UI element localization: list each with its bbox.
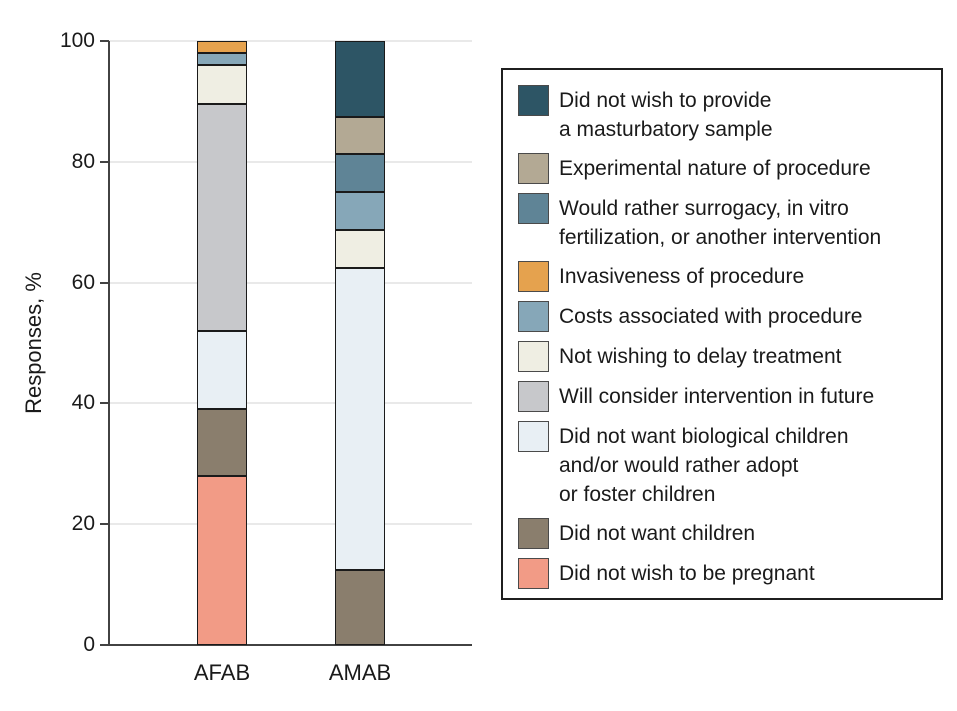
legend-label: Costs associated with procedure — [559, 305, 863, 328]
legend-swatch — [518, 558, 549, 589]
stacked-bar-amab — [335, 41, 385, 645]
legend-item: Did not wish to provide a masturbatory s… — [518, 85, 933, 144]
y-tick-20 — [100, 523, 109, 526]
legend-label: Did not want children — [559, 522, 756, 545]
legend-item: Did not want children — [518, 518, 933, 549]
legend-item: Would rather surrogacy, in vitro fertili… — [518, 193, 933, 252]
gridline-60 — [109, 281, 472, 284]
bar-segment — [335, 192, 385, 230]
bar-segment — [197, 41, 247, 54]
y-tick-40 — [100, 402, 109, 405]
y-tick-label-0: 0 — [83, 633, 95, 656]
legend-box: Did not wish to provide a masturbatory s… — [501, 68, 943, 600]
legend-swatch — [518, 193, 549, 224]
legend-swatch — [518, 301, 549, 332]
legend-label: Did not want biological children and/or … — [559, 425, 849, 506]
legend-label: Invasiveness of procedure — [559, 265, 805, 288]
y-tick-label-40: 40 — [71, 391, 95, 415]
legend-swatch — [518, 381, 549, 412]
legend-label: Will consider intervention in future — [559, 385, 875, 408]
y-axis-line — [108, 41, 110, 645]
bar-segment — [335, 229, 385, 268]
y-tick-label-80: 80 — [71, 149, 95, 173]
bar-segment — [197, 330, 247, 410]
legend-item: Invasiveness of procedure — [518, 261, 933, 292]
legend-label: Experimental nature of procedure — [559, 157, 871, 180]
y-tick-label-20: 20 — [71, 512, 95, 536]
bar-segment — [335, 154, 385, 192]
x-category-label-afab: AFAB — [193, 660, 251, 685]
x-category-label-amab: AMAB — [328, 660, 392, 685]
legend-item: Will consider intervention in future — [518, 381, 933, 412]
legend-item: Costs associated with procedure — [518, 301, 933, 332]
legend-swatch — [518, 153, 549, 184]
bar-segment — [335, 41, 385, 117]
y-tick-60 — [100, 281, 109, 284]
bar-segment — [335, 267, 385, 570]
bar-segment — [197, 53, 247, 66]
legend-label: Would rather surrogacy, in vitro fertili… — [559, 197, 882, 249]
y-tick-label-60: 60 — [71, 270, 95, 294]
bar-segment — [335, 569, 385, 645]
bar-segment — [335, 116, 385, 155]
bar-segment — [197, 104, 247, 331]
legend-item: Experimental nature of procedure — [518, 153, 933, 184]
x-axis-line — [101, 644, 472, 646]
stacked-bar-afab — [197, 41, 247, 645]
bar-segment — [197, 409, 247, 476]
legend-swatch — [518, 85, 549, 116]
legend-swatch — [518, 421, 549, 452]
legend-swatch — [518, 518, 549, 549]
legend-swatch — [518, 261, 549, 292]
gridline-40 — [109, 402, 472, 405]
legend-swatch — [518, 341, 549, 372]
legend-item: Did not wish to be pregnant — [518, 558, 933, 589]
y-tick-80 — [100, 160, 109, 163]
gridline-20 — [109, 523, 472, 526]
legend-label: Did not wish to provide a masturbatory s… — [559, 89, 773, 141]
bar-segment — [197, 65, 247, 105]
legend-item: Not wishing to delay treatment — [518, 341, 933, 372]
bar-segment — [197, 475, 247, 645]
gridline-100 — [109, 40, 472, 42]
gridline-80 — [109, 160, 472, 163]
legend-label: Not wishing to delay treatment — [559, 345, 842, 368]
y-tick-100 — [100, 40, 109, 42]
y-tick-label-100: 100 — [59, 29, 95, 52]
legend-item: Did not want biological children and/or … — [518, 421, 933, 509]
legend-label: Did not wish to be pregnant — [559, 562, 815, 585]
